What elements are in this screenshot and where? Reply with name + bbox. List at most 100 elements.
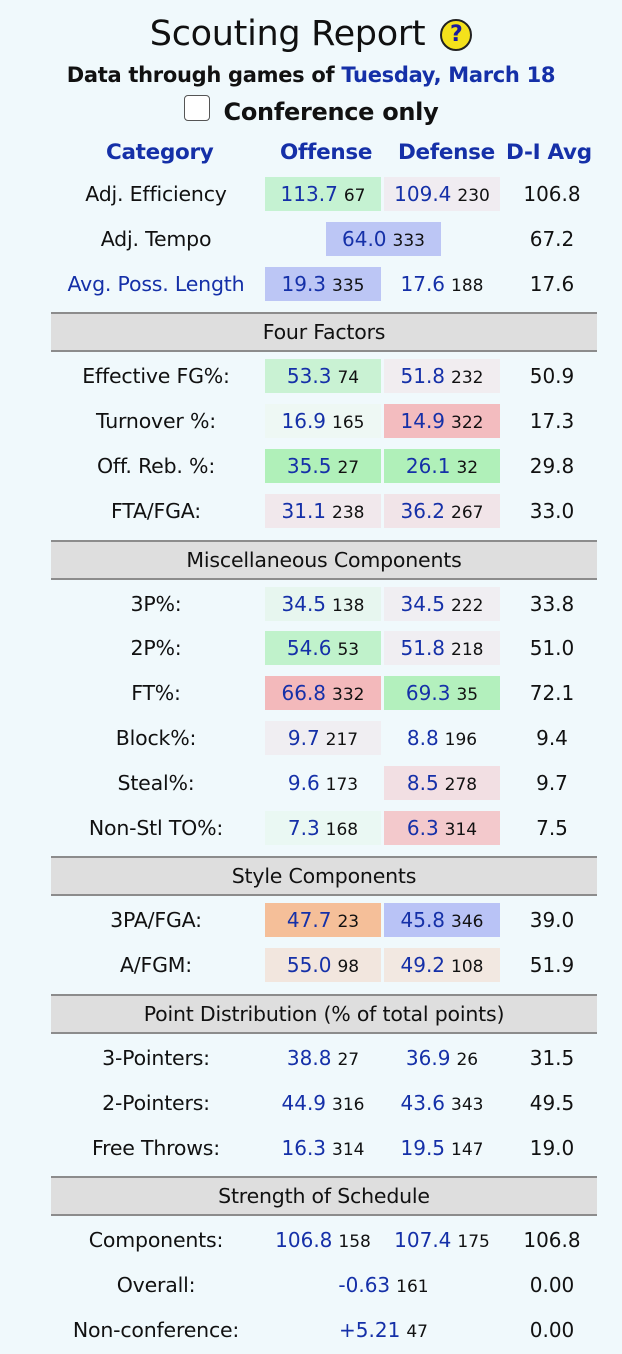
defense-cell[interactable]: 19.5 147 [384, 1131, 500, 1165]
column-d1-avg[interactable]: D-I Avg [506, 140, 592, 165]
column-defense[interactable]: Defense [398, 140, 495, 165]
defense-rank: 230 [457, 186, 490, 206]
offense-value: 53.3 [286, 364, 332, 389]
offense-rank: 173 [325, 774, 359, 795]
offense-rank: 27 [337, 457, 360, 478]
page-title: Scouting Report ? [0, 0, 622, 56]
defense-cell[interactable]: 17.6 188 [384, 266, 500, 301]
section-strength-of-schedule: Strength of Schedule [51, 1176, 597, 1217]
offense-cell[interactable]: 44.9 316 [265, 1086, 381, 1120]
defense-rank: 267 [451, 502, 484, 523]
help-icon[interactable]: ? [440, 19, 473, 51]
sos-overall-value: -0.63 [338, 1273, 391, 1298]
offense-cell[interactable]: 47.7 23 [265, 903, 381, 938]
offense-cell[interactable]: 113.7 67 [265, 177, 381, 211]
misc-row: 2P%: 54.6 53 51.8 218 51.0 [51, 626, 597, 671]
d1-avg-value: 0.00 [529, 1317, 575, 1342]
offense-cell[interactable]: 9.7 217 [265, 720, 381, 755]
defense-value: 8.5 [406, 770, 439, 795]
offense-cell[interactable]: 16.3 314 [265, 1131, 381, 1165]
defense-value: 107.4 [394, 1228, 452, 1253]
tempo-cell[interactable]: 64.0 333 [326, 221, 441, 256]
offense-cell[interactable]: 53.3 74 [265, 359, 381, 394]
defense-rank: 32 [456, 457, 479, 478]
sos-overall-cell[interactable]: -0.63 161 [326, 1268, 441, 1302]
column-category[interactable]: Category [106, 140, 214, 165]
offense-value: 9.6 [287, 770, 320, 795]
defense-cell[interactable]: 107.4 175 [384, 1223, 500, 1257]
defense-cell[interactable]: 45.8 346 [384, 903, 500, 938]
four-factors-row: Turnover %: 16.9 165 14.9 322 17.3 [51, 399, 597, 444]
defense-value: 19.5 [400, 1135, 446, 1160]
scouting-table: Category Offense Defense D-I Avg Adj. Ef… [51, 136, 597, 1353]
defense-cell[interactable]: 36.2 267 [384, 493, 500, 528]
defense-cell[interactable]: 14.9 322 [384, 404, 500, 439]
row-label: 2P%: [130, 636, 182, 661]
defense-rank: 232 [451, 368, 484, 389]
defense-rank: 188 [451, 275, 484, 296]
point-dist-row: 2-Pointers: 44.9 316 43.6 343 49.5 [51, 1081, 597, 1126]
d1-avg-value: 39.0 [529, 908, 575, 933]
title-text: Scouting Report [149, 14, 426, 54]
offense-cell[interactable]: 34.5 138 [265, 586, 381, 621]
defense-cell[interactable]: 49.2 108 [384, 948, 500, 983]
defense-value: 36.9 [405, 1045, 451, 1070]
avg-poss-length-link[interactable]: Avg. Poss. Length [67, 271, 245, 296]
offense-rank: 217 [325, 729, 359, 750]
offense-rank: 314 [332, 1139, 365, 1160]
row-label: A/FGM: [119, 953, 192, 978]
defense-cell[interactable]: 69.3 35 [384, 676, 500, 711]
conference-only-toggle[interactable]: Conference only [0, 95, 622, 127]
row-label: Non-Stl TO%: [88, 815, 224, 840]
defense-cell[interactable]: 109.4 230 [384, 177, 500, 211]
defense-value: 26.1 [405, 453, 451, 478]
four-factors-row: Effective FG%: 53.3 74 51.8 232 50.9 [51, 354, 597, 399]
sos-nonconf-cell[interactable]: +5.21 47 [326, 1313, 441, 1347]
offense-cell[interactable]: 19.3 335 [265, 266, 381, 301]
offense-cell[interactable]: 7.3 168 [265, 810, 381, 845]
defense-value: 69.3 [405, 681, 451, 706]
defense-cell[interactable]: 6.3 314 [384, 810, 500, 845]
offense-cell[interactable]: 55.0 98 [265, 948, 381, 983]
d1-avg-value: 33.8 [529, 591, 575, 616]
point-dist-row: 3-Pointers: 38.8 27 36.9 26 31.5 [51, 1036, 597, 1081]
defense-cell[interactable]: 8.5 278 [384, 765, 500, 800]
offense-cell[interactable]: 31.1 238 [265, 493, 381, 528]
defense-rank: 196 [444, 729, 478, 750]
defense-cell[interactable]: 51.8 218 [384, 631, 500, 666]
d1-avg-value: 19.0 [529, 1135, 575, 1160]
offense-cell[interactable]: 54.6 53 [265, 631, 381, 666]
offense-cell[interactable]: 9.6 173 [265, 765, 381, 800]
defense-cell[interactable]: 51.8 232 [384, 359, 500, 394]
offense-cell[interactable]: 106.8 158 [265, 1223, 381, 1257]
conference-only-checkbox[interactable] [183, 95, 210, 121]
offense-rank: 165 [332, 413, 365, 434]
offense-value: 113.7 [280, 182, 338, 206]
date-link[interactable]: Tuesday, March 18 [341, 63, 556, 87]
d1-avg-value: 31.5 [529, 1045, 575, 1070]
offense-value: 54.6 [286, 636, 332, 661]
column-offense[interactable]: Offense [280, 140, 373, 165]
d1-avg-value: 17.6 [529, 271, 575, 296]
row-label: Adj. Tempo [100, 226, 212, 251]
offense-rank: 53 [337, 640, 360, 661]
offense-rank: 98 [337, 957, 360, 978]
offense-cell[interactable]: 35.5 27 [265, 448, 381, 483]
offense-cell[interactable]: 16.9 165 [265, 404, 381, 439]
offense-cell[interactable]: 38.8 27 [265, 1041, 381, 1075]
misc-row: FT%: 66.8 332 69.3 35 72.1 [51, 671, 597, 716]
offense-rank: 316 [332, 1094, 365, 1115]
defense-cell[interactable]: 43.6 343 [384, 1086, 500, 1120]
defense-value: 45.8 [400, 908, 446, 933]
defense-cell[interactable]: 34.5 222 [384, 586, 500, 621]
defense-cell[interactable]: 26.1 32 [384, 448, 500, 483]
offense-value: 16.9 [281, 409, 327, 434]
row-adj-efficiency: Adj. Efficiency 113.7 67 109.4 230 106.8 [51, 172, 597, 217]
defense-value: 6.3 [406, 815, 439, 840]
point-dist-row: Free Throws: 16.3 314 19.5 147 19.0 [51, 1126, 597, 1171]
defense-cell[interactable]: 8.8 196 [384, 720, 500, 755]
offense-value: 106.8 [275, 1228, 333, 1253]
defense-cell[interactable]: 36.9 26 [384, 1041, 500, 1075]
row-label: 3P%: [130, 591, 182, 616]
offense-cell[interactable]: 66.8 332 [265, 676, 381, 711]
